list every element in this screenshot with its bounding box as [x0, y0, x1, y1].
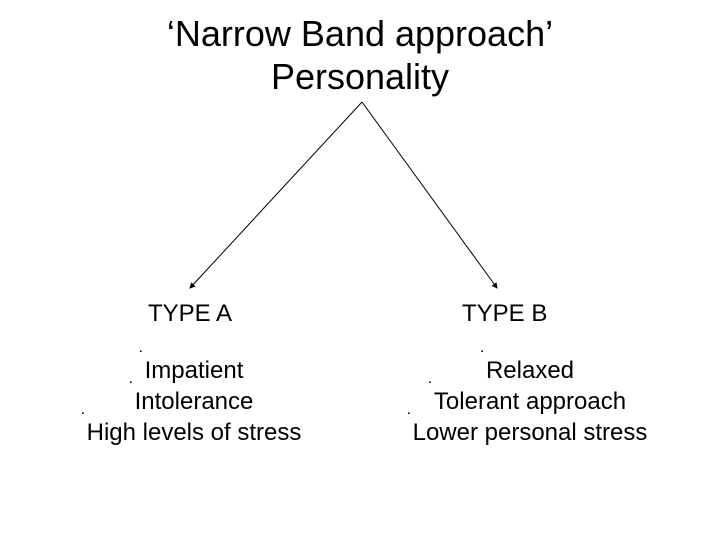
trait-item: ˙Relaxed: [400, 355, 660, 386]
trait-item: ˙Intolerance: [64, 386, 324, 417]
bullet-icon: ˙: [139, 349, 145, 367]
trait-text: Lower personal stress: [413, 419, 648, 446]
trait-text: Intolerance: [135, 388, 254, 415]
type-b-heading: TYPE B: [462, 300, 547, 328]
title-line-2: Personality: [0, 55, 720, 98]
trait-item: ˙High levels of stress: [64, 417, 324, 448]
branch-right: [362, 102, 497, 288]
bullet-icon: ˙: [480, 349, 486, 367]
bullet-icon: ˙: [428, 380, 434, 398]
trait-text: Tolerant approach: [434, 388, 626, 415]
title-block: ‘Narrow Band approach’ Personality: [0, 12, 720, 98]
trait-text: Relaxed: [486, 357, 574, 384]
type-b-traits: ˙Relaxed ˙Tolerant approach ˙Lower perso…: [400, 355, 660, 449]
branch-left: [190, 102, 362, 288]
bullet-icon: ˙: [129, 380, 135, 398]
trait-item: ˙Impatient: [64, 355, 324, 386]
type-a-traits: ˙Impatient ˙Intolerance ˙High levels of …: [64, 355, 324, 449]
trait-item: ˙Tolerant approach: [400, 386, 660, 417]
trait-text: High levels of stress: [87, 419, 302, 446]
type-a-heading: TYPE A: [148, 300, 232, 328]
trait-item: ˙Lower personal stress: [400, 417, 660, 448]
bullet-icon: ˙: [407, 411, 413, 429]
title-line-1: ‘Narrow Band approach’: [0, 12, 720, 55]
trait-text: Impatient: [145, 357, 244, 384]
bullet-icon: ˙: [81, 411, 87, 429]
